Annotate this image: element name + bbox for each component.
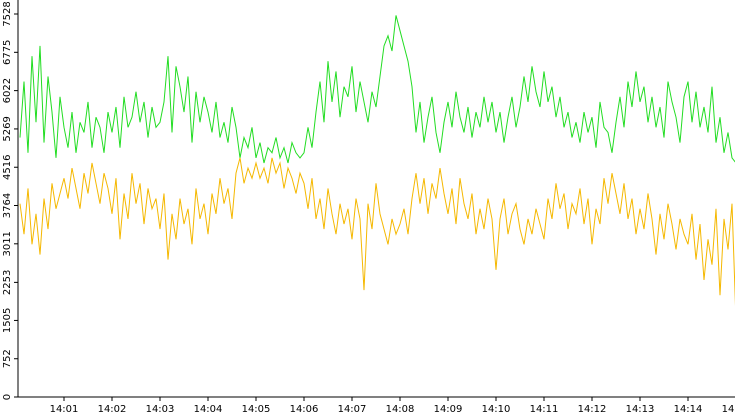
x-tick-label: 14:05 xyxy=(242,404,271,415)
x-tick-label: 14:07 xyxy=(338,404,367,415)
series-line xyxy=(19,157,735,307)
x-tick-label: 14:15 xyxy=(722,404,735,415)
y-tick-label: 6775 xyxy=(2,40,13,65)
x-tick-label: 14:06 xyxy=(290,404,319,415)
x-tick-label: 14:10 xyxy=(482,404,511,415)
x-tick-label: 14:13 xyxy=(626,404,655,415)
x-tick-label: 14:03 xyxy=(146,404,175,415)
x-tick-label: 14:08 xyxy=(386,404,415,415)
y-tick-label: 6022 xyxy=(2,78,13,103)
y-tick-label: 7528 xyxy=(2,1,13,26)
y-tick-label: 1505 xyxy=(2,308,13,333)
x-tick-label: 14:01 xyxy=(50,404,79,415)
y-tick-label: 4516 xyxy=(2,155,13,180)
x-tick-label: 14:11 xyxy=(530,404,559,415)
series-line xyxy=(19,15,735,164)
x-tick-label: 14:12 xyxy=(578,404,607,415)
y-tick-label: 2253 xyxy=(2,270,13,295)
x-tick-label: 14:09 xyxy=(434,404,463,415)
x-tick-label: 14:02 xyxy=(98,404,127,415)
y-tick-label: 3764 xyxy=(2,193,13,218)
y-tick-label: 3011 xyxy=(2,231,13,256)
x-tick-label: 14:04 xyxy=(194,404,223,415)
y-tick-label: 0 xyxy=(2,394,13,400)
y-tick-label: 752 xyxy=(2,349,13,368)
x-tick-label: 14:14 xyxy=(674,404,703,415)
y-tick-label: 5269 xyxy=(2,116,13,141)
